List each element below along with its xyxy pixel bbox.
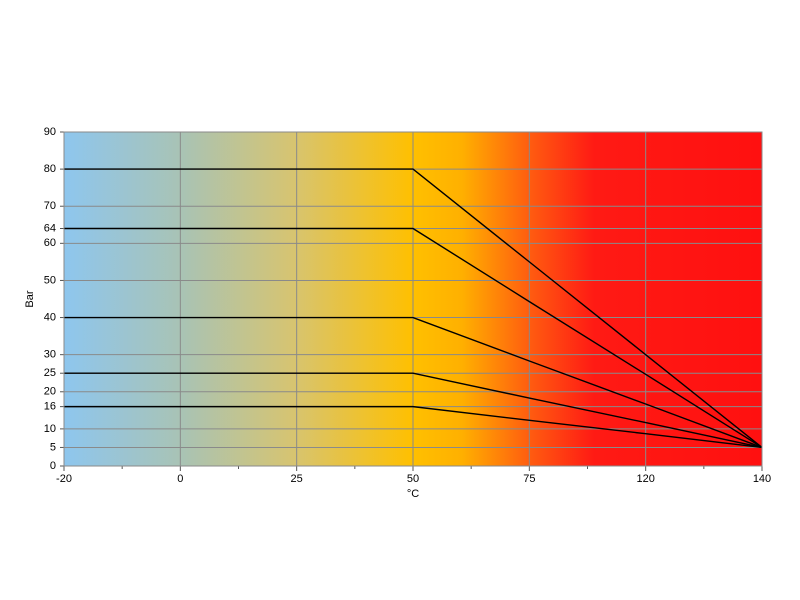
y-tick-label: 64 (44, 222, 56, 234)
series-line (64, 372, 763, 449)
x-tick-label: 25 (291, 473, 303, 485)
y-tick-label: 80 (44, 163, 56, 175)
x-axis-title: °C (407, 488, 419, 500)
y-tick-label: 50 (44, 274, 56, 286)
x-tick-label: 75 (523, 473, 535, 485)
y-axis-title: Bar (24, 290, 36, 307)
x-tick-label: -20 (56, 473, 72, 485)
x-tick-label: 50 (407, 473, 419, 485)
y-tick-label: 0 (50, 460, 56, 472)
x-tick-label: 120 (636, 473, 654, 485)
y-tick-label: 20 (44, 386, 56, 398)
y-tick-label: 25 (44, 367, 56, 379)
plot-border (63, 131, 763, 467)
x-tick-label: 0 (177, 473, 183, 485)
y-tick-label: 90 (44, 126, 56, 138)
series-line (64, 227, 763, 449)
y-tick-label: 10 (44, 423, 56, 435)
y-tick-label: 70 (44, 200, 56, 212)
series-line (64, 405, 763, 449)
y-tick-label: 60 (44, 237, 56, 249)
series-line (64, 316, 763, 449)
x-tick-label: 140 (753, 473, 771, 485)
series-line (64, 168, 763, 448)
y-tick-label: 16 (44, 401, 56, 413)
y-tick-label: 30 (44, 349, 56, 361)
y-tick-label: 40 (44, 311, 56, 323)
y-tick-label: 5 (50, 441, 56, 453)
